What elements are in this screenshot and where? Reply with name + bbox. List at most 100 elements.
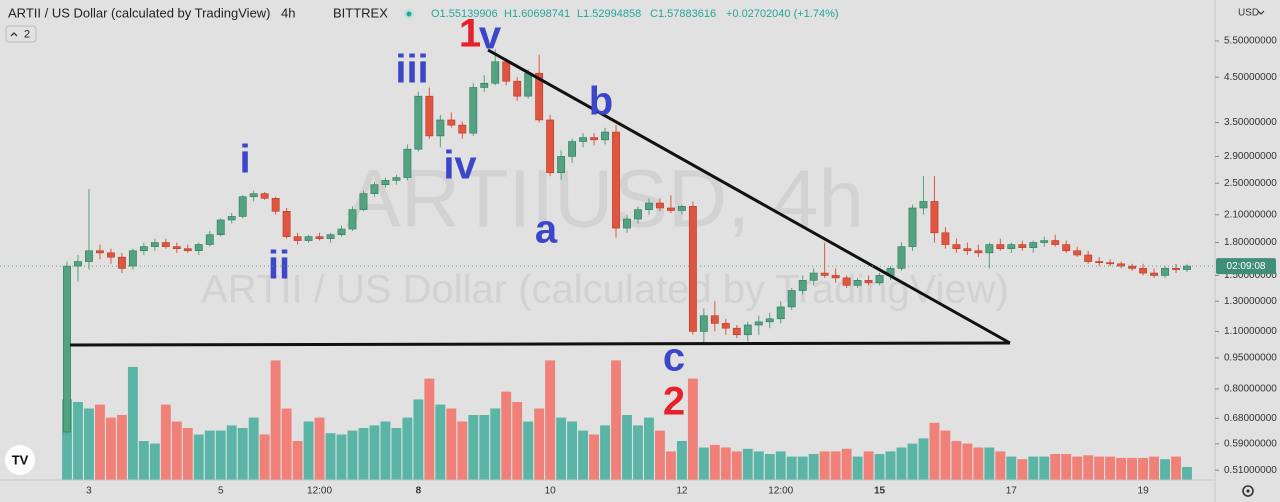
candle-body [623,218,631,229]
candle-body [1029,242,1038,248]
candle-body [1095,261,1104,263]
candle-body [710,315,719,324]
candle-body [469,87,478,134]
y-tick-label: 0.59000000 [1224,439,1277,450]
volume-bar [951,441,962,480]
currency[interactable]: USD [1238,8,1259,19]
candle-body [645,202,653,210]
ohlc-open: O1.55139906 [431,8,498,20]
y-tick-label: 2.90000000 [1224,151,1277,162]
candle-body [1106,262,1115,265]
wave-label: v [479,14,502,58]
watermark-title: ARTIIUSD, 4h [346,154,864,245]
candle-body [304,236,313,241]
status-dot-core [406,11,412,17]
volume-bar [512,402,523,480]
candle-body [337,228,346,235]
volume-bar [830,451,841,480]
ohlc-low: L1.52994858 [577,8,641,20]
volume-bar [556,417,567,480]
indicators-toggle[interactable] [5,25,37,43]
volume-bar [501,391,512,480]
wave-label: b [589,80,613,124]
volume-bar [1006,456,1017,480]
volume-bar [896,447,907,480]
volume-bar [457,421,468,480]
volume-bar [852,456,863,480]
volume-bar [1105,456,1116,480]
volume-bar [808,454,819,480]
volume-bar [193,434,204,480]
candle-body [842,277,851,286]
candle-body [1183,265,1191,270]
candle-body [787,290,796,308]
volume-bar [567,421,578,480]
volume-bar [742,448,753,480]
volume-bar [171,421,182,480]
volume-bar [644,417,654,480]
volume-bar [303,421,314,480]
candle-body [743,324,752,336]
volume-bar [446,408,457,480]
candle-body [260,193,269,199]
volume-bar [270,360,281,480]
candle-body [557,156,566,174]
volume-bar [622,415,632,480]
volume-bar [929,422,940,480]
volume-bar [611,360,621,480]
candle-body [1062,244,1071,252]
volume-bar [1182,467,1192,480]
volume-bar [918,438,929,480]
candle-body [161,242,170,247]
interval[interactable]: 4h [281,5,295,20]
chevron-icon [10,32,18,37]
volume-bar [292,441,303,480]
volume-bar [600,425,610,480]
candle-body [326,234,335,239]
tv-logo[interactable]: TV [5,445,35,475]
candle-body [381,180,390,186]
volume-bar [215,430,226,480]
candle-body [524,72,533,97]
x-tick-label: 12:00 [307,486,332,497]
candle-body [908,207,917,247]
volume-bar [226,425,237,480]
y-tick-label: 2.50000000 [1224,178,1277,189]
candle-body [721,323,730,329]
candle-body [513,80,522,97]
legend: ARTII / US Dollar (calculated by Trading… [5,5,839,43]
volume-bar [841,448,852,480]
candle-body [952,244,961,249]
ohlc-close: C1.57883616 [650,8,716,20]
y-tick-label: 0.95000000 [1224,353,1277,364]
candle-body [150,242,159,247]
volume-bar [1039,456,1050,480]
y-tick-label: 0.68000000 [1224,413,1277,424]
volume-bar [369,425,380,480]
y-tick-label: 0.80000000 [1224,384,1277,395]
y-tick-label: 1.30000000 [1224,296,1277,307]
candle-body [370,184,379,194]
candle-body [85,250,93,262]
logo-circle [5,445,35,475]
symbol-name[interactable]: ARTII / US Dollar (calculated by Trading… [8,5,271,20]
y-tick-label: 1.10000000 [1224,326,1277,337]
volume-bar [797,456,808,480]
candle-body [1040,240,1049,243]
volume-bar [479,415,490,480]
candle-body [875,275,884,284]
last-price-box [1216,258,1276,275]
candle-body [634,209,642,220]
candle-body [1051,240,1060,245]
volume-bar [962,443,973,480]
candle-body [414,95,423,150]
candle-body [282,211,291,237]
volume-bar [1017,459,1028,480]
settings-button[interactable] [1242,485,1254,497]
volume-bar [1094,456,1105,480]
y-tick-label: 1.50000000 [1224,270,1277,281]
volume-bar [819,451,830,480]
candle-body [897,246,906,269]
volume-bar [182,428,193,480]
